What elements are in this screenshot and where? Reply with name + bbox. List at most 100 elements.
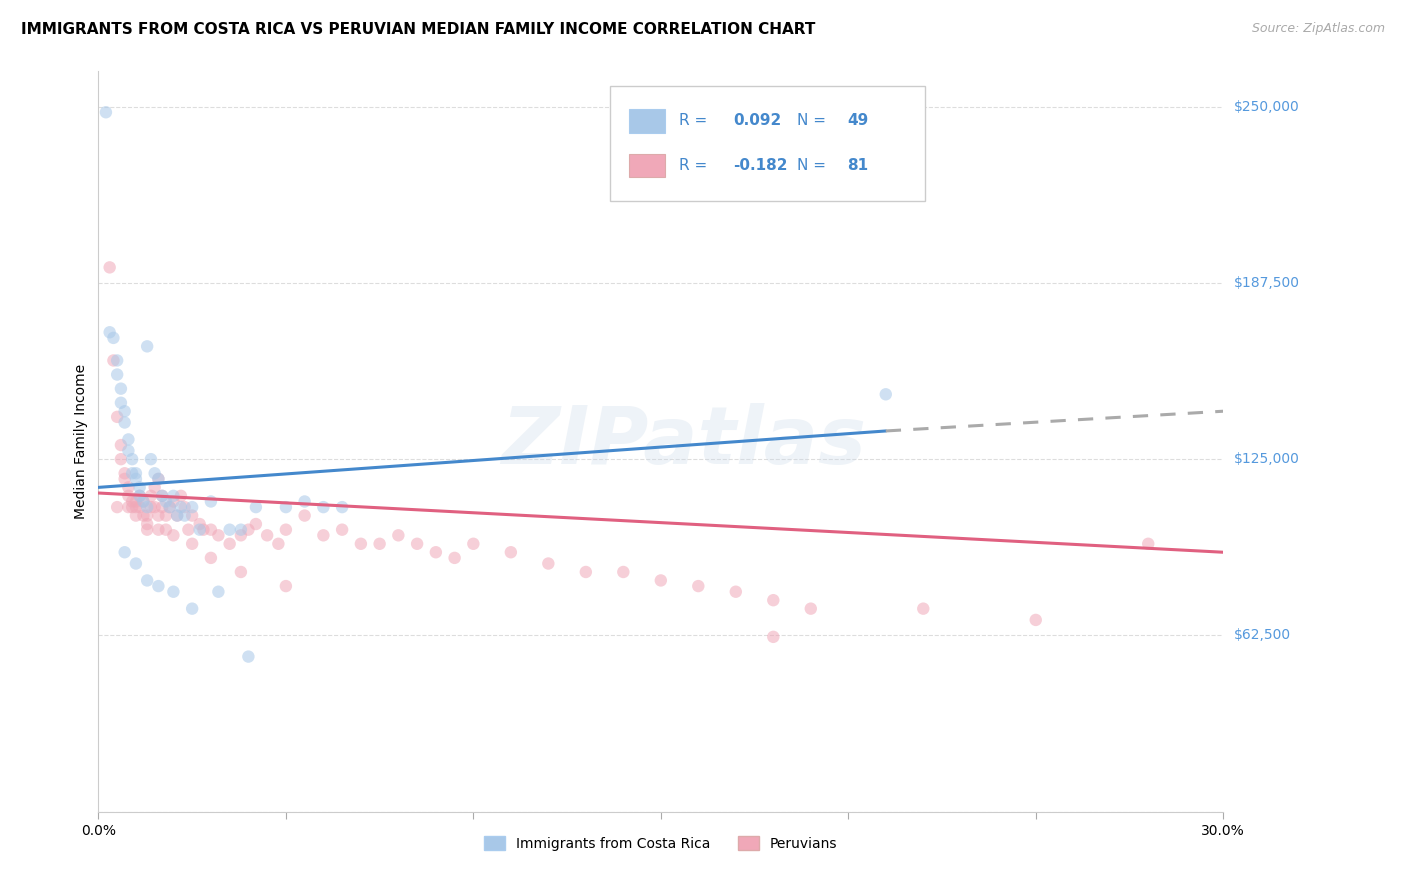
Point: [274, 523, 297, 537]
Point: [1137, 537, 1160, 551]
Point: [170, 500, 193, 515]
Point: [443, 550, 465, 565]
Point: [105, 409, 128, 424]
Point: [143, 500, 166, 515]
Text: Source: ZipAtlas.com: Source: ZipAtlas.com: [1251, 22, 1385, 36]
Point: [128, 489, 150, 503]
Point: [155, 494, 177, 508]
Point: [387, 528, 409, 542]
Point: [173, 500, 195, 515]
Point: [162, 489, 184, 503]
Point: [330, 500, 353, 515]
Text: $187,500: $187,500: [1234, 276, 1301, 290]
Point: [136, 574, 159, 588]
Point: [110, 438, 132, 452]
Point: [105, 353, 128, 368]
Point: [177, 523, 200, 537]
Text: R =: R =: [679, 113, 711, 128]
Text: IMMIGRANTS FROM COSTA RICA VS PERUVIAN MEDIAN FAMILY INCOME CORRELATION CHART: IMMIGRANTS FROM COSTA RICA VS PERUVIAN M…: [21, 22, 815, 37]
Point: [132, 494, 155, 508]
Point: [159, 500, 181, 515]
Text: -0.182: -0.182: [733, 158, 787, 173]
Point: [537, 557, 560, 571]
Text: $62,500: $62,500: [1234, 629, 1292, 642]
Point: [162, 584, 184, 599]
Point: [117, 433, 139, 447]
Point: [200, 523, 222, 537]
Point: [162, 528, 184, 542]
Point: [499, 545, 522, 559]
Point: [117, 443, 139, 458]
Point: [245, 516, 267, 531]
Point: [155, 508, 177, 523]
Point: [125, 500, 148, 515]
Point: [114, 404, 136, 418]
Text: N =: N =: [797, 113, 831, 128]
Point: [143, 480, 166, 494]
Text: ZIPatlas: ZIPatlas: [501, 402, 866, 481]
Point: [121, 452, 143, 467]
Point: [139, 452, 162, 467]
Point: [166, 508, 188, 523]
Point: [181, 601, 204, 615]
Point: [136, 508, 159, 523]
Point: [148, 472, 170, 486]
Point: [267, 537, 290, 551]
Point: [148, 472, 170, 486]
Point: [114, 467, 136, 481]
Point: [256, 528, 278, 542]
Point: [800, 601, 823, 615]
Point: [114, 416, 136, 430]
Point: [117, 480, 139, 494]
Point: [125, 467, 148, 481]
Text: 49: 49: [848, 113, 869, 128]
Point: [312, 500, 335, 515]
Point: [110, 382, 132, 396]
Point: [150, 489, 173, 503]
Text: 0.092: 0.092: [733, 113, 782, 128]
Point: [1025, 613, 1047, 627]
Point: [218, 537, 240, 551]
Point: [110, 452, 132, 467]
Point: [238, 649, 260, 664]
Point: [148, 579, 170, 593]
Point: [105, 500, 128, 515]
Point: [188, 516, 211, 531]
Point: [463, 537, 485, 551]
Point: [193, 523, 215, 537]
Point: [132, 508, 155, 523]
Point: [150, 489, 173, 503]
Point: [159, 500, 181, 515]
Point: [181, 537, 204, 551]
Point: [238, 523, 260, 537]
Point: [294, 494, 316, 508]
Point: [121, 494, 143, 508]
Text: $125,000: $125,000: [1234, 452, 1301, 467]
Point: [912, 601, 935, 615]
Text: R =: R =: [679, 158, 711, 173]
Point: [110, 396, 132, 410]
Point: [274, 579, 297, 593]
Point: [136, 339, 159, 353]
Point: [139, 489, 162, 503]
Text: $250,000: $250,000: [1234, 100, 1301, 113]
Point: [200, 550, 222, 565]
Point: [125, 472, 148, 486]
Point: [200, 494, 222, 508]
Point: [103, 331, 125, 345]
Point: [128, 489, 150, 503]
Point: [612, 565, 634, 579]
Point: [114, 545, 136, 559]
Point: [575, 565, 598, 579]
Point: [650, 574, 672, 588]
Point: [125, 508, 148, 523]
Point: [368, 537, 391, 551]
Point: [229, 565, 252, 579]
Point: [181, 500, 204, 515]
Point: [207, 528, 229, 542]
Point: [188, 523, 211, 537]
Point: [98, 325, 121, 339]
Point: [117, 489, 139, 503]
Point: [143, 467, 166, 481]
Point: [117, 500, 139, 515]
